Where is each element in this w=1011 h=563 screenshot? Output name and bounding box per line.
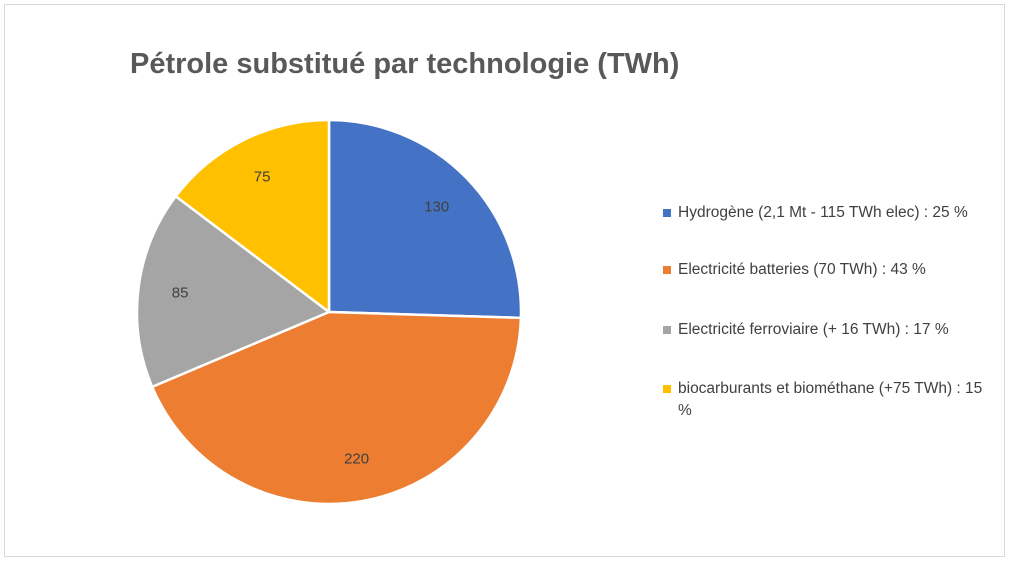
legend-item-rail-electricity: Electricité ferroviaire (+ 16 TWh) : 17 … (663, 319, 988, 341)
data-label-battery-electricity: 220 (344, 450, 369, 467)
chart-title: Pétrole substitué par technologie (TWh) (130, 48, 680, 80)
legend-label: biocarburants et biométhane (+75 TWh) : … (678, 380, 983, 419)
pie-slice-rail-electricity (135, 195, 331, 389)
legend-swatch (663, 326, 671, 334)
data-label-biofuels: 75 (254, 169, 271, 186)
data-label-rail-electricity: 85 (172, 285, 189, 302)
pie-slice-hydrogen (327, 118, 523, 320)
legend-swatch (663, 385, 671, 393)
legend-label: Electricité batteries (70 TWh) : 43 % (678, 261, 926, 278)
data-label-hydrogen: 130 (424, 199, 449, 216)
legend-label: Electricité ferroviaire (+ 16 TWh) : 17 … (678, 321, 949, 338)
pie-slice-biofuels (174, 118, 331, 314)
legend-item-biofuels: biocarburants et biométhane (+75 TWh) : … (663, 378, 988, 422)
legend-swatch (663, 266, 671, 274)
pie-slice-battery-electricity (150, 310, 523, 506)
legend-item-hydrogen: Hydrogène (2,1 Mt - 115 TWh elec) : 25 % (663, 202, 988, 224)
legend-label: Hydrogène (2,1 Mt - 115 TWh elec) : 25 % (678, 204, 968, 221)
legend-item-battery-electricity: Electricité batteries (70 TWh) : 43 % (663, 259, 988, 281)
legend-swatch (663, 209, 671, 217)
